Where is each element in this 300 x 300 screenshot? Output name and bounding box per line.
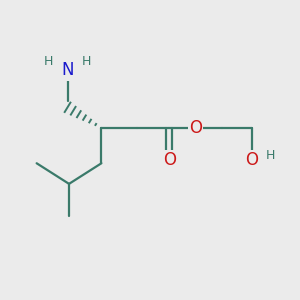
Text: O: O — [163, 151, 176, 169]
Text: H: H — [44, 55, 53, 68]
Text: H: H — [82, 55, 92, 68]
Text: O: O — [189, 119, 202, 137]
Text: H: H — [266, 149, 275, 162]
Text: O: O — [245, 151, 258, 169]
Text: N: N — [61, 61, 74, 80]
